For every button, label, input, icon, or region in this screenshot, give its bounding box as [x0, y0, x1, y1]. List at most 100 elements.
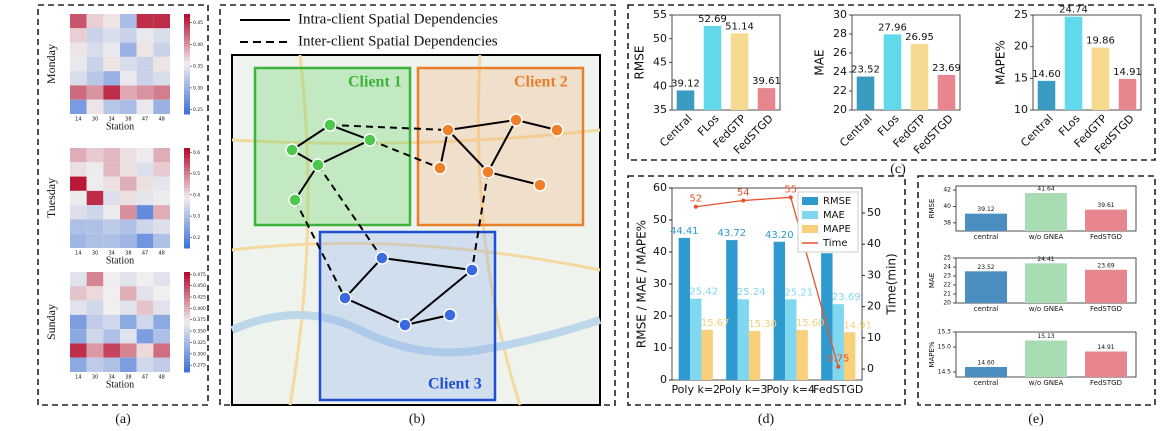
colorbar-segment	[184, 221, 190, 226]
legend-swatch	[802, 197, 818, 205]
inter-edges	[294, 124, 489, 299]
map-panel: Intra-client Spatial Dependencies Inter-…	[230, 11, 602, 406]
legend-text: Intra-client Spatial Dependencies	[298, 11, 498, 27]
heat-cell	[153, 329, 170, 344]
colorbar-segment	[184, 20, 190, 25]
colorbar-segment	[184, 335, 190, 340]
edge	[447, 129, 489, 173]
heat-cell	[103, 357, 120, 372]
value-label: 44.41	[670, 226, 699, 237]
colorbar-segment	[184, 288, 190, 293]
colorbar-segment	[184, 54, 190, 58]
heat-cell	[136, 71, 154, 86]
colorbar-segment	[184, 151, 190, 156]
y-axis-label: MAPE%	[928, 341, 936, 367]
bar	[1091, 47, 1110, 110]
node	[509, 113, 523, 127]
edge	[317, 164, 383, 259]
heat-cell	[70, 14, 87, 29]
node	[441, 123, 455, 137]
colorbar-tick-label: 0.6	[193, 150, 200, 156]
heat-cell	[103, 205, 120, 220]
colorbar-segment	[184, 208, 190, 212]
colorbar-segment	[184, 34, 190, 38]
heat-cell	[70, 233, 87, 248]
heat-cell	[136, 343, 154, 358]
legend-box	[797, 191, 859, 253]
heat-cell	[86, 42, 104, 57]
heat-cell	[136, 14, 154, 29]
value-label: 24.74	[1059, 5, 1088, 16]
colorbar-segment	[184, 194, 190, 199]
bar	[883, 34, 902, 110]
colorbar-segment	[184, 104, 190, 108]
value-label: 43.72	[718, 228, 747, 239]
heat-cell	[136, 176, 154, 191]
x-tick-label: 48	[158, 117, 164, 123]
y-tick-label: 24	[833, 65, 847, 78]
x-tick-label: FedSTGD	[1090, 233, 1122, 241]
y-tick-label: 35	[653, 103, 667, 116]
y-tick-label: 25	[1014, 8, 1028, 21]
x-tick-label: FedSTGD	[1090, 379, 1122, 387]
node	[398, 318, 412, 332]
edge	[329, 124, 371, 141]
value-label: 39.61	[1097, 202, 1114, 209]
y-tick-label: 22	[943, 282, 951, 289]
colorbar-segment	[184, 30, 190, 35]
colorbar-tick-label: 0.325	[193, 340, 206, 346]
heat-cell	[86, 85, 104, 100]
y-tick-label: 10	[653, 341, 667, 354]
value-label: 27.96	[878, 22, 907, 33]
node	[363, 133, 377, 147]
y-tick-label: 60	[653, 181, 667, 194]
node	[311, 158, 325, 172]
heat-cell	[86, 148, 104, 163]
heat-cell	[120, 85, 137, 100]
y-tick-label: 28	[833, 27, 847, 40]
heat-cell	[153, 28, 170, 43]
heat-cell	[70, 286, 87, 301]
heat-cell	[153, 85, 170, 100]
x-tick-label: Poly k=3	[719, 383, 768, 396]
x-tick-label: 34	[108, 117, 114, 123]
colorbar-segment	[184, 275, 190, 280]
colorbar-segment	[184, 77, 190, 82]
colorbar-segment	[184, 328, 190, 333]
colorbar-segment	[184, 342, 190, 346]
edge	[447, 119, 517, 131]
y-tick-label: 40	[653, 245, 667, 258]
heat-cell	[153, 162, 170, 177]
value-label: 23.69	[932, 63, 961, 74]
colorbar-segment	[184, 285, 190, 290]
colorbar-segment	[184, 158, 190, 162]
colorbar-segment	[184, 161, 190, 166]
heat-cell	[120, 343, 137, 358]
heat-cell	[136, 300, 154, 315]
river	[230, 311, 602, 357]
heat-cell	[70, 357, 87, 372]
value-label: 43.20	[765, 230, 794, 241]
y-axis-label: RMSE	[633, 46, 647, 80]
y-tick-label: 50	[653, 213, 667, 226]
bar	[1037, 80, 1056, 110]
colorbar-segment	[184, 97, 190, 102]
colorbar-segment	[184, 14, 190, 18]
bar	[690, 298, 702, 380]
heat-cell	[103, 272, 120, 287]
x-tick-label: central	[974, 305, 999, 313]
heat-cell	[103, 233, 120, 248]
colorbar-segment	[184, 345, 190, 350]
edge	[291, 124, 331, 151]
colorbar-segment	[184, 308, 190, 313]
heat-cell	[86, 162, 104, 177]
colorbar-tick-label: 0.350	[193, 329, 206, 335]
y-tick-label: 30	[833, 8, 847, 21]
colorbar-segment	[184, 164, 190, 169]
y-axis-label: MAPE%	[994, 40, 1008, 85]
value-label: 23.52	[851, 65, 880, 76]
heat-cell	[120, 190, 137, 206]
legend-swatch	[802, 211, 818, 219]
frame-e	[917, 175, 1156, 406]
value-label: 14.91	[1097, 344, 1114, 351]
